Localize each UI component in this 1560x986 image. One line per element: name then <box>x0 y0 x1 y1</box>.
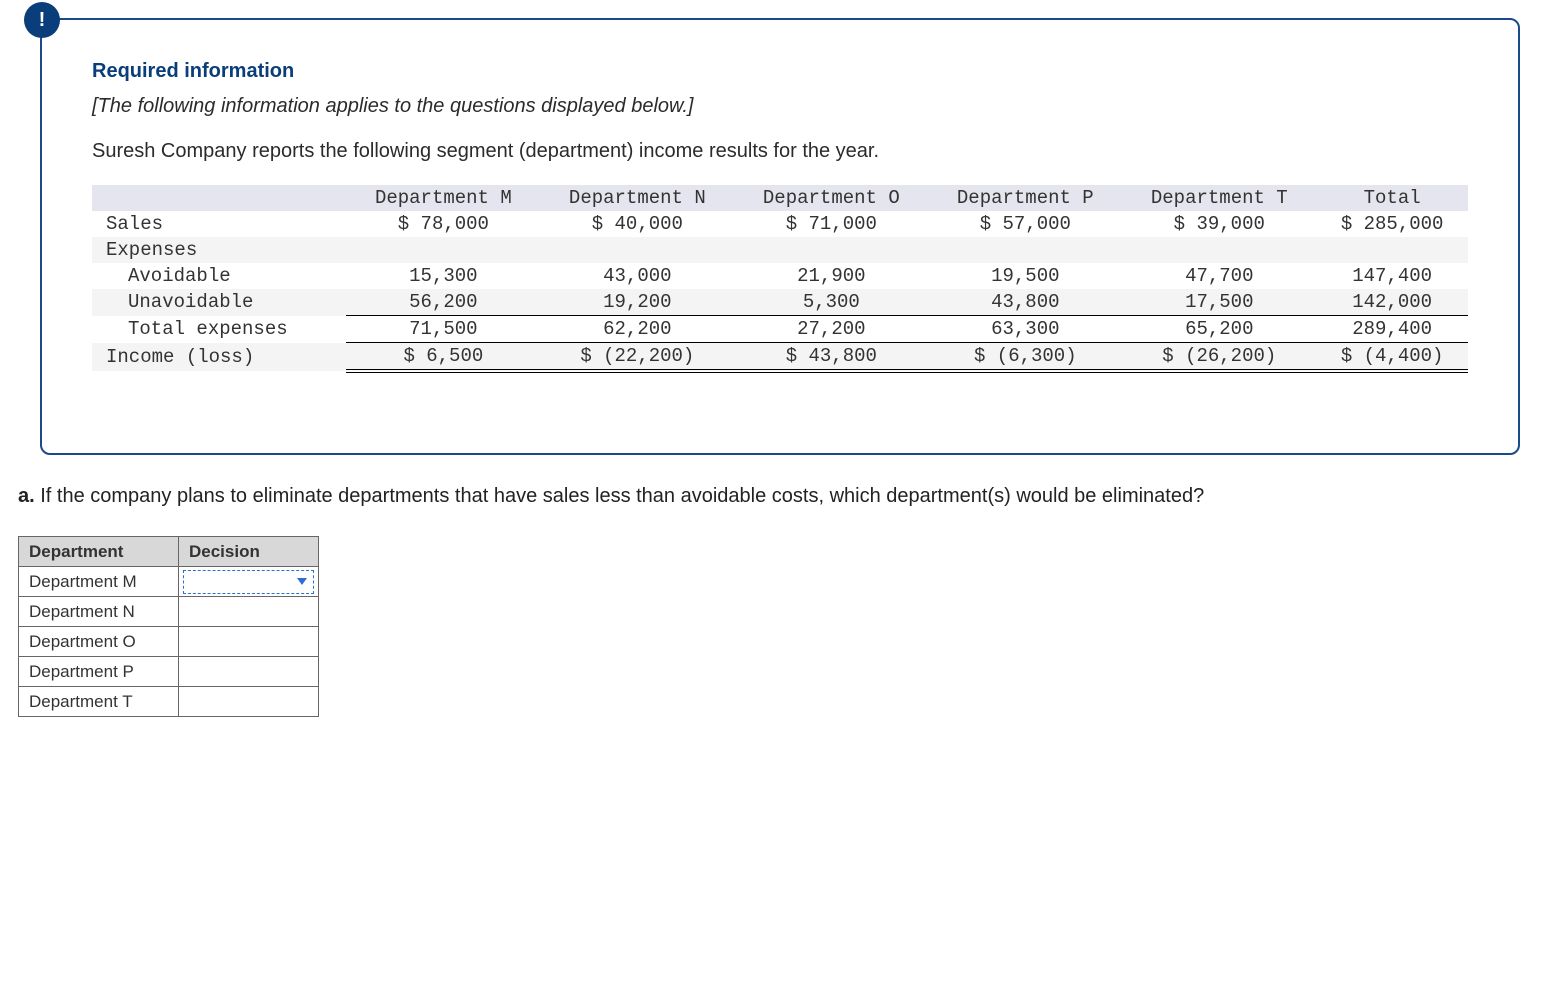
answer-row: Department T <box>19 687 319 717</box>
table-row: Avoidable15,30043,00021,90019,50047,7001… <box>92 263 1468 289</box>
table-cell <box>1316 237 1468 263</box>
table-cell: $ (22,200) <box>540 343 734 372</box>
table-cell: 19,200 <box>540 289 734 316</box>
table-cell: $ 43,800 <box>734 343 928 372</box>
decision-cell[interactable] <box>179 687 319 717</box>
answer-department-label: Department T <box>19 687 179 717</box>
answer-row: Department M <box>19 567 319 597</box>
chevron-down-icon <box>297 578 307 585</box>
table-cell: 289,400 <box>1316 316 1468 343</box>
table-cell <box>928 237 1122 263</box>
table-header: Department M <box>346 185 540 211</box>
table-cell: $ 285,000 <box>1316 211 1468 237</box>
row-label: Expenses <box>92 237 346 263</box>
table-cell: 43,000 <box>540 263 734 289</box>
table-header: Department T <box>1122 185 1316 211</box>
answer-department-label: Department N <box>19 597 179 627</box>
table-cell: 21,900 <box>734 263 928 289</box>
table-cell: 5,300 <box>734 289 928 316</box>
table-cell <box>540 237 734 263</box>
table-cell: $ 40,000 <box>540 211 734 237</box>
table-cell: 17,500 <box>1122 289 1316 316</box>
table-cell: 71,500 <box>346 316 540 343</box>
table-cell: 27,200 <box>734 316 928 343</box>
table-cell: 15,300 <box>346 263 540 289</box>
section-subtitle: [The following information applies to th… <box>92 95 1468 118</box>
info-card: ! Required information [The following in… <box>40 18 1520 455</box>
table-header-blank <box>92 185 346 211</box>
table-header: Department N <box>540 185 734 211</box>
decision-cell[interactable] <box>179 627 319 657</box>
decision-cell[interactable] <box>179 597 319 627</box>
table-cell: $ 39,000 <box>1122 211 1316 237</box>
row-label: Total expenses <box>92 316 346 343</box>
decision-dropdown[interactable] <box>183 570 314 594</box>
question-body: If the company plans to eliminate depart… <box>35 485 1205 507</box>
table-cell: 62,200 <box>540 316 734 343</box>
table-row: Unavoidable56,20019,2005,30043,80017,500… <box>92 289 1468 316</box>
table-cell: $ 71,000 <box>734 211 928 237</box>
question-text: a. If the company plans to eliminate dep… <box>18 485 1542 508</box>
table-header: Department P <box>928 185 1122 211</box>
table-cell: $ (26,200) <box>1122 343 1316 372</box>
row-label: Unavoidable <box>92 289 346 316</box>
question-prefix: a. <box>18 485 35 507</box>
answer-row: Department O <box>19 627 319 657</box>
table-cell: 147,400 <box>1316 263 1468 289</box>
table-cell: 56,200 <box>346 289 540 316</box>
segment-income-table: Department MDepartment NDepartment ODepa… <box>92 185 1468 373</box>
table-cell <box>1122 237 1316 263</box>
table-row: Income (loss)$ 6,500$ (22,200)$ 43,800$ … <box>92 343 1468 372</box>
row-label: Avoidable <box>92 263 346 289</box>
table-cell: $ 57,000 <box>928 211 1122 237</box>
table-cell: $ 6,500 <box>346 343 540 372</box>
table-row: Expenses <box>92 237 1468 263</box>
table-cell: 47,700 <box>1122 263 1316 289</box>
table-cell: $ (6,300) <box>928 343 1122 372</box>
decision-cell[interactable] <box>179 567 319 597</box>
table-cell: $ (4,400) <box>1316 343 1468 372</box>
answer-header-department: Department <box>19 537 179 567</box>
section-title: Required information <box>92 60 1468 83</box>
answer-department-label: Department O <box>19 627 179 657</box>
answer-row: Department P <box>19 657 319 687</box>
table-row: Total expenses71,50062,20027,20063,30065… <box>92 316 1468 343</box>
row-label: Income (loss) <box>92 343 346 372</box>
table-cell: 19,500 <box>928 263 1122 289</box>
answer-header-decision: Decision <box>179 537 319 567</box>
intro-text: Suresh Company reports the following seg… <box>92 140 1468 163</box>
info-badge-icon: ! <box>24 2 60 38</box>
table-cell <box>346 237 540 263</box>
table-cell: 43,800 <box>928 289 1122 316</box>
table-header: Department O <box>734 185 928 211</box>
table-cell <box>734 237 928 263</box>
row-label: Sales <box>92 211 346 237</box>
table-cell: 63,300 <box>928 316 1122 343</box>
table-row: Sales$ 78,000$ 40,000$ 71,000$ 57,000$ 3… <box>92 211 1468 237</box>
answer-department-label: Department P <box>19 657 179 687</box>
table-cell: $ 78,000 <box>346 211 540 237</box>
answer-row: Department N <box>19 597 319 627</box>
answer-department-label: Department M <box>19 567 179 597</box>
table-cell: 142,000 <box>1316 289 1468 316</box>
decision-cell[interactable] <box>179 657 319 687</box>
answer-table: Department Decision Department MDepartme… <box>18 536 319 717</box>
table-header: Total <box>1316 185 1468 211</box>
table-cell: 65,200 <box>1122 316 1316 343</box>
